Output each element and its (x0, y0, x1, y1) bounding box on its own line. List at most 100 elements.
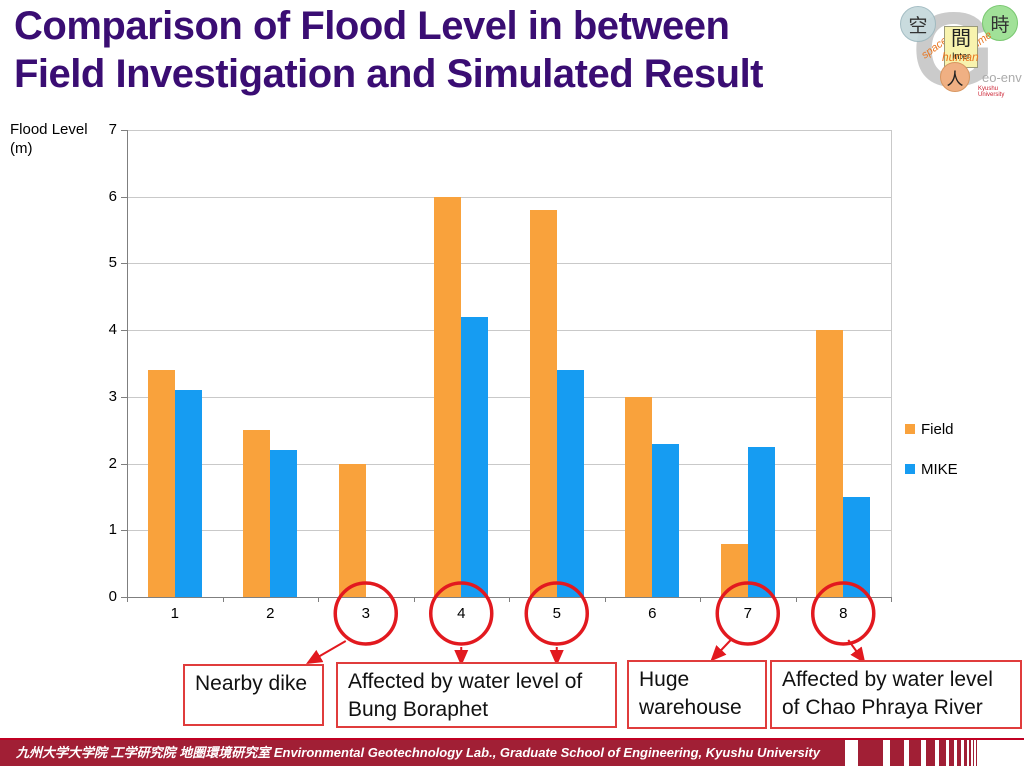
gridline (127, 530, 891, 532)
footer-bar: 九州大学大学院 工学研究院 地圏環境研究室 Environmental Geot… (0, 740, 845, 766)
logo-time-kanji: 時 (990, 14, 1010, 36)
callout-huge-warehouse: Huge warehouse (627, 660, 767, 729)
bar-field-8 (816, 330, 844, 597)
logo-human-circle: 人 (940, 62, 970, 92)
bar-mike-6 (652, 443, 680, 597)
y-axis-title-line2: (m) (10, 140, 33, 157)
legend-item-field: Field (905, 420, 958, 438)
barcode-bar (858, 740, 883, 766)
x-tick-label: 6 (648, 605, 657, 622)
barcode-bar (890, 740, 904, 766)
bar-mike-5 (556, 370, 584, 597)
mike-legend-label: MIKE (921, 460, 958, 478)
x-category-tick (127, 597, 128, 602)
logo-human-kanji: 人 (946, 69, 964, 89)
barcode-bar (926, 740, 935, 766)
bar-field-6 (625, 396, 653, 597)
bar-mike-7 (747, 446, 775, 597)
bar-field-4 (434, 196, 462, 597)
gridline (127, 330, 891, 332)
x-category-tick (318, 597, 319, 602)
y-tick-label: 2 (108, 454, 117, 472)
logo-inter-box: 間 Inter (944, 26, 978, 68)
plot-right-border (891, 130, 892, 597)
barcode-bar (972, 740, 974, 766)
chart-legend: Field MIKE (905, 420, 958, 478)
x-tick-label: 1 (170, 605, 179, 622)
gridline (127, 263, 891, 265)
bar-mike-2 (270, 450, 298, 597)
y-tick (121, 330, 127, 332)
gridline (127, 196, 891, 198)
y-axis-title-line1: Flood Level (10, 121, 88, 138)
gridline (127, 396, 891, 398)
bar-field-7 (720, 543, 748, 597)
logo-inter-kanji: 間 (951, 28, 971, 50)
mike-legend-swatch (905, 464, 915, 474)
logo-space-circle: 空 (900, 6, 936, 42)
footer-top-rule (0, 738, 1024, 740)
x-category-tick (509, 597, 510, 602)
x-tick-label: 7 (743, 605, 752, 622)
logo-inter-word: Inter (951, 51, 970, 61)
university-logo: G 空 時 space time 間 Inter human 人 eo-env … (898, 0, 1024, 112)
bar-field-1 (147, 370, 175, 597)
barcode-bar (963, 740, 967, 766)
x-category-tick (891, 597, 892, 602)
gridline (127, 463, 891, 465)
y-tick (121, 196, 127, 198)
x-tick-label: 8 (839, 605, 848, 622)
legend-item-mike: MIKE (905, 460, 958, 478)
y-tick (121, 463, 127, 465)
logo-time-circle: 時 (982, 5, 1018, 41)
barcode-bar (957, 740, 961, 766)
barcode-bar (975, 740, 977, 766)
bar-mike-4 (461, 316, 489, 597)
page-title: Comparison of Flood Level in between Fie… (14, 2, 914, 98)
field-legend-label: Field (921, 420, 954, 438)
y-axis-title: Flood Level (m) (10, 120, 88, 158)
x-tick-label: 4 (457, 605, 466, 622)
page-title-line2: Field Investigation and Simulated Result (14, 52, 764, 96)
x-tick-label: 2 (266, 605, 275, 622)
callout-chao-phraya: Affected by water level of Chao Phraya R… (770, 660, 1022, 729)
callout-bung-boraphet: Affected by water level of Bung Boraphet (336, 662, 617, 728)
page-title-line1: Comparison of Flood Level in between (14, 4, 730, 48)
bar-field-5 (529, 210, 557, 597)
y-axis-line (127, 130, 128, 597)
gridline (127, 130, 891, 131)
field-legend-swatch (905, 424, 915, 434)
barcode-bar (949, 740, 954, 766)
x-tick-label: 3 (361, 605, 370, 622)
y-tick (121, 263, 127, 265)
y-tick-label: 5 (108, 254, 117, 272)
bar-mike-8 (843, 496, 871, 597)
bar-field-3 (338, 463, 366, 597)
barcode-bar (909, 740, 921, 766)
logo-human-word: human (942, 50, 979, 64)
y-tick-label: 0 (108, 588, 117, 605)
y-tick (121, 396, 127, 398)
x-category-tick (222, 597, 224, 602)
x-category-tick (604, 597, 606, 602)
callout-nearby-dike: Nearby dike (183, 664, 324, 726)
barcode-bar (939, 740, 946, 766)
y-tick-label: 6 (108, 187, 117, 205)
logo-brand-text: eo-env (982, 70, 1022, 85)
x-category-tick (700, 597, 701, 602)
y-tick (121, 530, 127, 532)
y-tick-label: 1 (108, 521, 117, 539)
logo-university-text: Kyushu University (978, 86, 1005, 98)
barcode-bar (968, 740, 971, 766)
y-tick (121, 597, 127, 598)
x-tick-label: 5 (552, 605, 561, 622)
y-tick (121, 130, 127, 131)
logo-space-kanji: 空 (908, 15, 928, 37)
x-category-tick (413, 597, 415, 602)
x-category-tick (795, 597, 797, 602)
y-tick-label: 3 (108, 387, 117, 405)
y-tick-label: 4 (108, 321, 117, 339)
bar-mike-1 (174, 390, 202, 597)
